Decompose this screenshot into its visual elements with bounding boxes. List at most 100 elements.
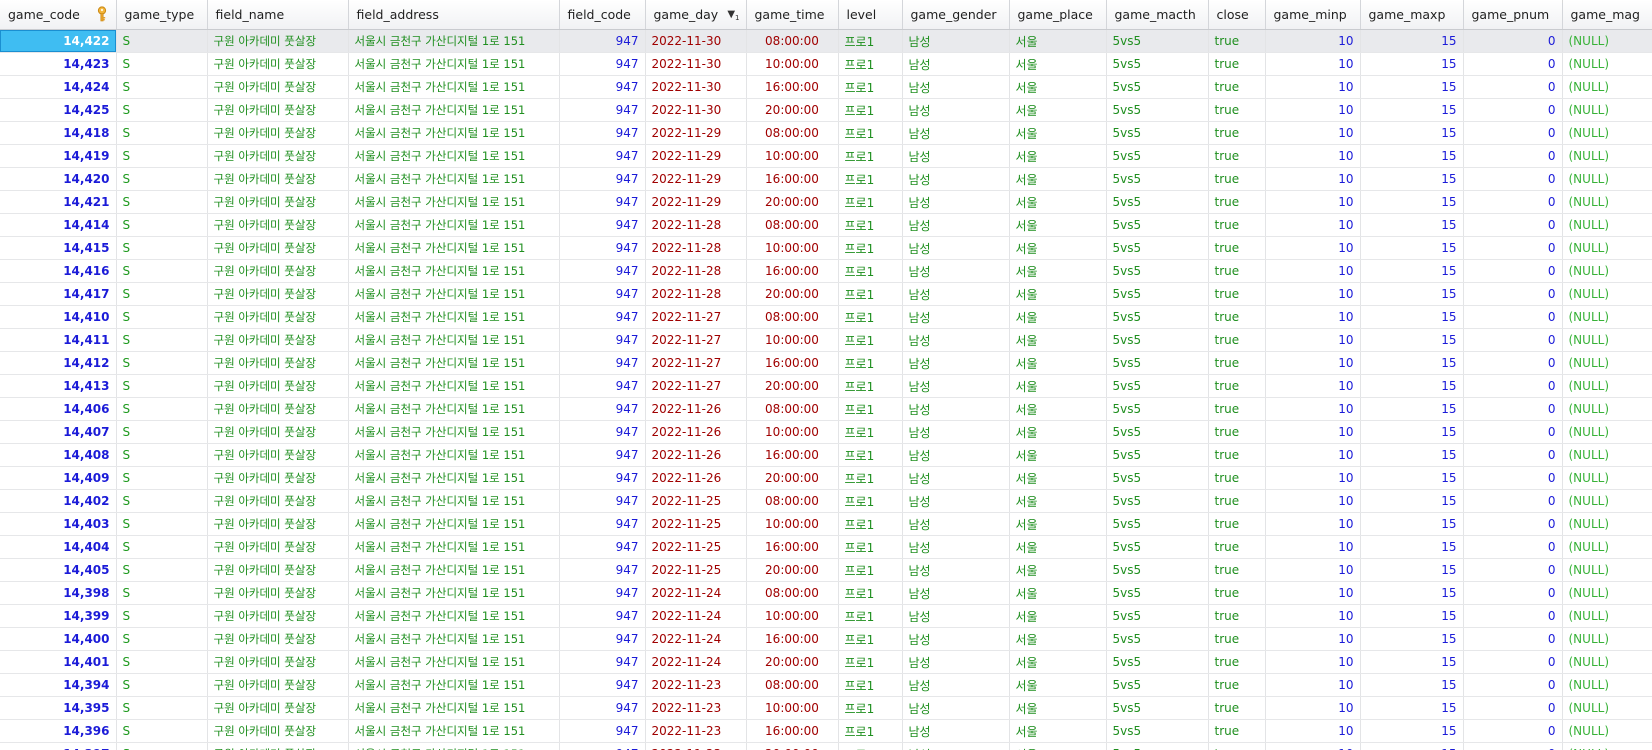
- cell-game_maxp[interactable]: 15: [1360, 259, 1464, 283]
- column-header-game_time[interactable]: game_time: [746, 0, 839, 30]
- cell-field_address[interactable]: 서울시 금천구 가산디지털 1로 151: [348, 443, 560, 467]
- cell-game_code[interactable]: 14,418: [0, 121, 117, 145]
- cell-game_macth[interactable]: 5vs5: [1106, 719, 1209, 743]
- cell-game_place[interactable]: 서울: [1009, 512, 1107, 536]
- cell-game_code[interactable]: 14,408: [0, 443, 117, 467]
- cell-game_maxp[interactable]: 15: [1360, 397, 1464, 421]
- cell-field_name[interactable]: 구원 아카데미 풋살장: [207, 121, 349, 145]
- cell-field_name[interactable]: 구원 아카데미 풋살장: [207, 650, 349, 674]
- cell-game_place[interactable]: 서울: [1009, 259, 1107, 283]
- cell-field_code[interactable]: 947: [559, 282, 646, 306]
- cell-field_code[interactable]: 947: [559, 397, 646, 421]
- cell-game_place[interactable]: 서울: [1009, 489, 1107, 513]
- cell-field_address[interactable]: 서울시 금천구 가산디지털 1로 151: [348, 236, 560, 260]
- cell-game_macth[interactable]: 5vs5: [1106, 512, 1209, 536]
- cell-field_address[interactable]: 서울시 금천구 가산디지털 1로 151: [348, 397, 560, 421]
- cell-game_minp[interactable]: 10: [1265, 673, 1361, 697]
- cell-game_place[interactable]: 서울: [1009, 374, 1107, 398]
- cell-game_type[interactable]: S: [116, 236, 208, 260]
- cell-field_name[interactable]: 구원 아카데미 풋살장: [207, 558, 349, 582]
- cell-game_place[interactable]: 서울: [1009, 213, 1107, 237]
- cell-game_time[interactable]: 10:00:00: [746, 328, 839, 352]
- cell-game_day[interactable]: 2022-11-28: [645, 213, 747, 237]
- cell-game_maxp[interactable]: 15: [1360, 52, 1464, 76]
- cell-game_type[interactable]: S: [116, 512, 208, 536]
- cell-game_minp[interactable]: 10: [1265, 374, 1361, 398]
- cell-game_mag[interactable]: (NULL): [1562, 512, 1652, 536]
- cell-game_maxp[interactable]: 15: [1360, 604, 1464, 628]
- cell-game_time[interactable]: 08:00:00: [746, 29, 839, 53]
- cell-field_code[interactable]: 947: [559, 98, 646, 122]
- cell-field_code[interactable]: 947: [559, 144, 646, 168]
- cell-game_time[interactable]: 10:00:00: [746, 420, 839, 444]
- cell-game_mag[interactable]: (NULL): [1562, 696, 1652, 720]
- cell-field_name[interactable]: 구원 아카데미 풋살장: [207, 374, 349, 398]
- cell-game_day[interactable]: 2022-11-29: [645, 167, 747, 191]
- cell-game_minp[interactable]: 10: [1265, 351, 1361, 375]
- cell-game_mag[interactable]: (NULL): [1562, 121, 1652, 145]
- cell-game_day[interactable]: 2022-11-24: [645, 650, 747, 674]
- cell-game_pnum[interactable]: 0: [1463, 121, 1563, 145]
- cell-game_mag[interactable]: (NULL): [1562, 443, 1652, 467]
- cell-game_type[interactable]: S: [116, 328, 208, 352]
- cell-field_code[interactable]: 947: [559, 167, 646, 191]
- cell-game_day[interactable]: 2022-11-30: [645, 75, 747, 99]
- table-row[interactable]: 14,421 S 구원 아카데미 풋살장 서울시 금천구 가산디지털 1로 151 94…: [0, 190, 1652, 214]
- table-row[interactable]: 14,419 S 구원 아카데미 풋살장 서울시 금천구 가산디지털 1로 151 94…: [0, 144, 1652, 168]
- cell-game_gender[interactable]: 남성: [902, 581, 1010, 605]
- cell-game_type[interactable]: S: [116, 282, 208, 306]
- cell-game_minp[interactable]: 10: [1265, 489, 1361, 513]
- cell-game_day[interactable]: 2022-11-27: [645, 374, 747, 398]
- cell-game_maxp[interactable]: 15: [1360, 673, 1464, 697]
- cell-game_maxp[interactable]: 15: [1360, 627, 1464, 651]
- cell-game_minp[interactable]: 10: [1265, 581, 1361, 605]
- cell-level[interactable]: 프로1: [838, 121, 903, 145]
- cell-game_minp[interactable]: 10: [1265, 742, 1361, 750]
- cell-game_minp[interactable]: 10: [1265, 29, 1361, 53]
- cell-game_place[interactable]: 서울: [1009, 98, 1107, 122]
- cell-close[interactable]: true: [1208, 512, 1266, 536]
- cell-game_pnum[interactable]: 0: [1463, 282, 1563, 306]
- cell-game_time[interactable]: 16:00:00: [746, 719, 839, 743]
- cell-game_day[interactable]: 2022-11-30: [645, 29, 747, 53]
- cell-game_mag[interactable]: (NULL): [1562, 305, 1652, 329]
- cell-game_mag[interactable]: (NULL): [1562, 420, 1652, 444]
- cell-level[interactable]: 프로1: [838, 719, 903, 743]
- cell-game_type[interactable]: S: [116, 167, 208, 191]
- cell-game_pnum[interactable]: 0: [1463, 742, 1563, 750]
- cell-field_name[interactable]: 구원 아카데미 풋살장: [207, 259, 349, 283]
- cell-game_maxp[interactable]: 15: [1360, 443, 1464, 467]
- column-header-level[interactable]: level: [838, 0, 903, 30]
- cell-game_code[interactable]: 14,403: [0, 512, 117, 536]
- cell-game_type[interactable]: S: [116, 627, 208, 651]
- cell-field_code[interactable]: 947: [559, 351, 646, 375]
- cell-game_day[interactable]: 2022-11-24: [645, 604, 747, 628]
- cell-game_place[interactable]: 서울: [1009, 121, 1107, 145]
- cell-field_name[interactable]: 구원 아카데미 풋살장: [207, 75, 349, 99]
- cell-field_address[interactable]: 서울시 금천구 가산디지털 1로 151: [348, 167, 560, 191]
- cell-field_code[interactable]: 947: [559, 673, 646, 697]
- cell-game_mag[interactable]: (NULL): [1562, 98, 1652, 122]
- cell-game_time[interactable]: 08:00:00: [746, 673, 839, 697]
- cell-game_mag[interactable]: (NULL): [1562, 466, 1652, 490]
- cell-close[interactable]: true: [1208, 98, 1266, 122]
- cell-field_code[interactable]: 947: [559, 328, 646, 352]
- cell-field_code[interactable]: 947: [559, 719, 646, 743]
- cell-game_minp[interactable]: 10: [1265, 512, 1361, 536]
- cell-game_type[interactable]: S: [116, 213, 208, 237]
- cell-level[interactable]: 프로1: [838, 328, 903, 352]
- cell-game_time[interactable]: 08:00:00: [746, 397, 839, 421]
- cell-game_mag[interactable]: (NULL): [1562, 213, 1652, 237]
- cell-game_type[interactable]: S: [116, 397, 208, 421]
- table-row[interactable]: 14,420 S 구원 아카데미 풋살장 서울시 금천구 가산디지털 1로 151 94…: [0, 167, 1652, 191]
- cell-game_pnum[interactable]: 0: [1463, 98, 1563, 122]
- cell-game_maxp[interactable]: 15: [1360, 489, 1464, 513]
- cell-game_day[interactable]: 2022-11-25: [645, 512, 747, 536]
- table-row[interactable]: 14,412 S 구원 아카데미 풋살장 서울시 금천구 가산디지털 1로 151 94…: [0, 351, 1652, 375]
- cell-game_day[interactable]: 2022-11-27: [645, 351, 747, 375]
- cell-close[interactable]: true: [1208, 190, 1266, 214]
- cell-game_day[interactable]: 2022-11-27: [645, 305, 747, 329]
- column-header-game_type[interactable]: game_type: [116, 0, 208, 30]
- cell-field_code[interactable]: 947: [559, 121, 646, 145]
